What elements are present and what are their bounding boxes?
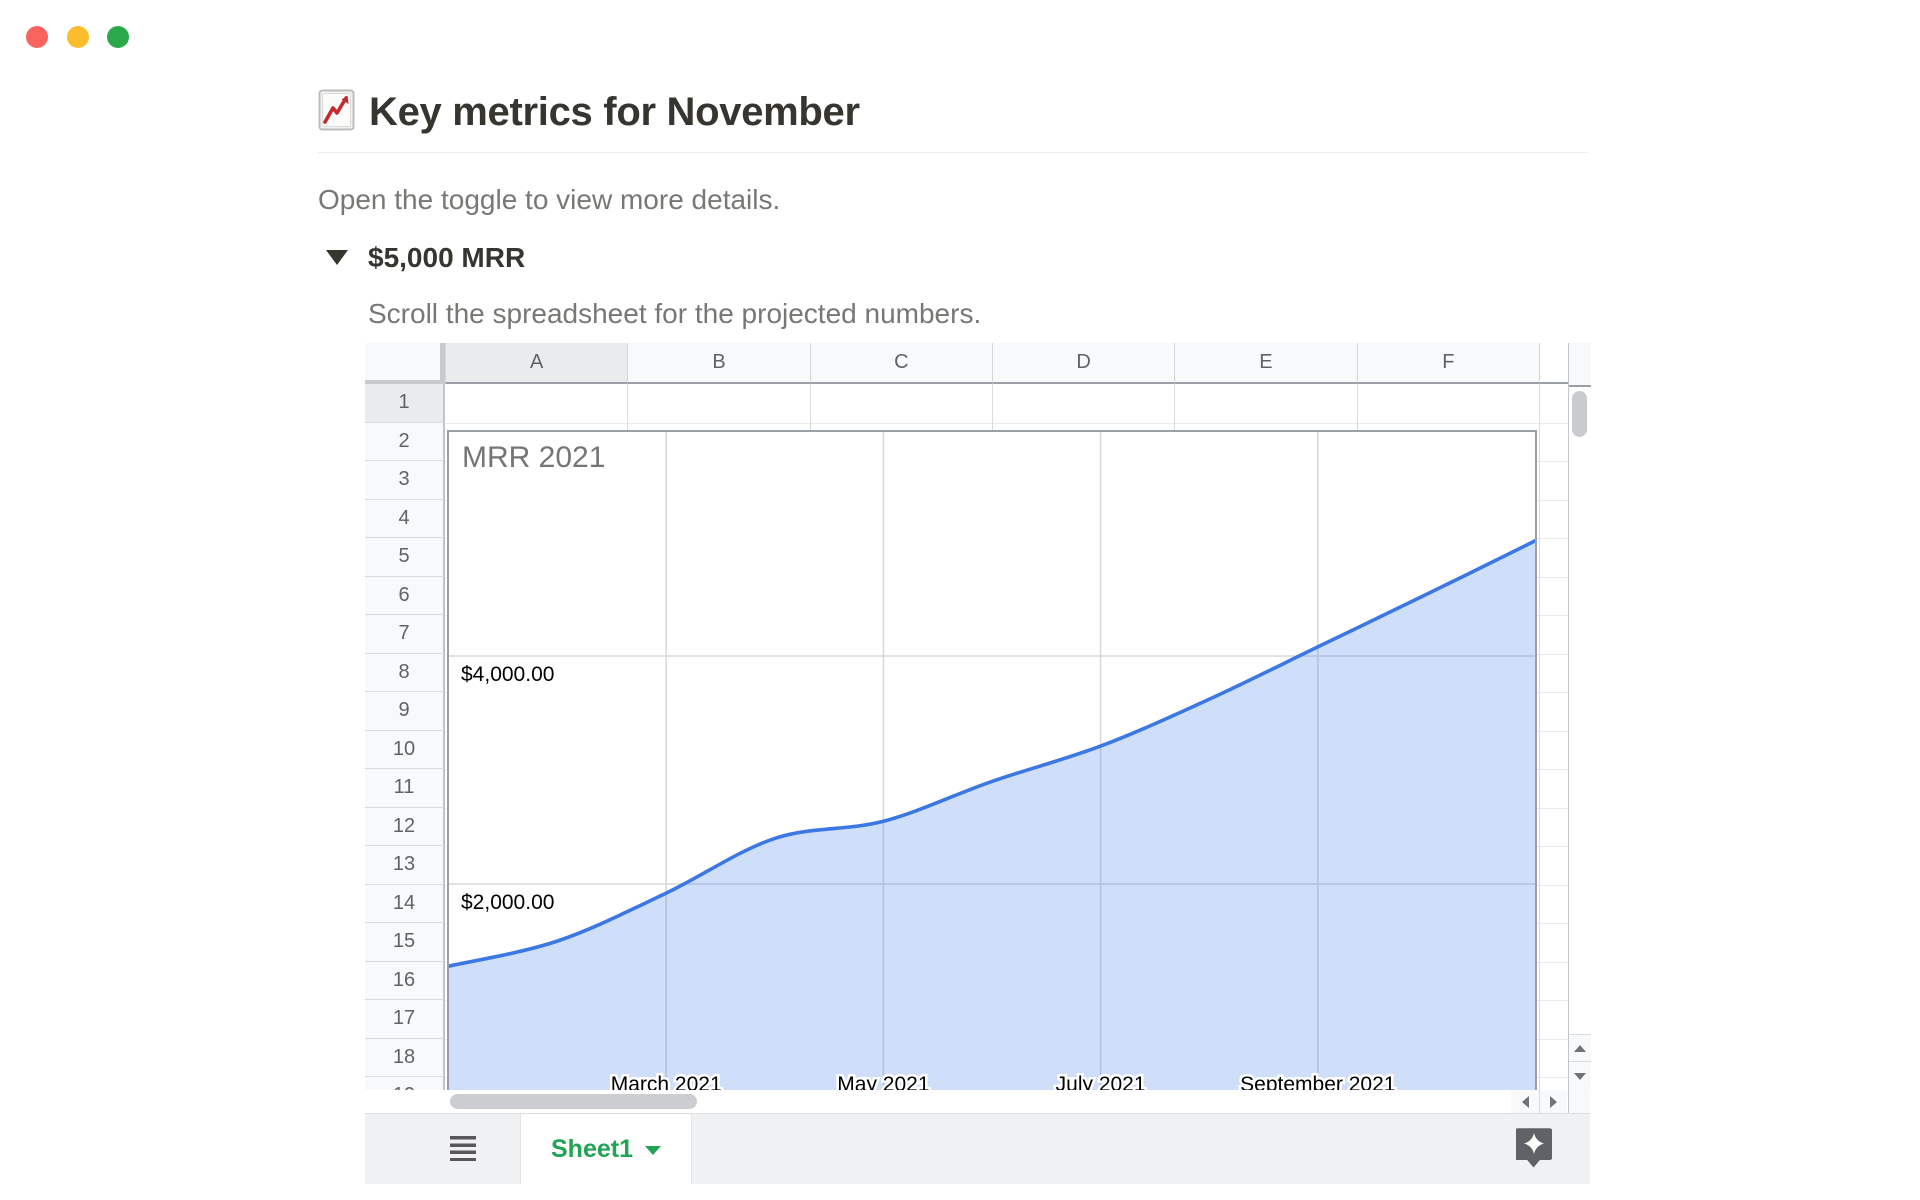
- row-number-19[interactable]: 19: [365, 1077, 445, 1090]
- all-sheets-menu-button[interactable]: [449, 1134, 477, 1162]
- row-number-1[interactable]: 1: [365, 384, 445, 423]
- mrr-chart-object[interactable]: $2,000.00 $4,000.00 March 2021 May 2021 July…: [447, 430, 1537, 1090]
- scroll-right-button[interactable]: [1539, 1090, 1567, 1113]
- title-divider: [318, 152, 1588, 153]
- svg-text:July 2021: July 2021: [1056, 1073, 1146, 1090]
- column-header-partial[interactable]: [1538, 343, 1568, 384]
- row-number-15[interactable]: 15: [365, 923, 445, 962]
- svg-text:$4,000.00: $4,000.00: [461, 663, 554, 686]
- vertical-scrollbar-thumb[interactable]: [1572, 391, 1587, 437]
- arrow-right-icon: [1550, 1095, 1557, 1108]
- row-number-7[interactable]: 7: [365, 615, 445, 654]
- row-number-6[interactable]: 6: [365, 576, 445, 615]
- svg-text:September 2021: September 2021: [1240, 1073, 1395, 1090]
- row-number-4[interactable]: 4: [365, 499, 445, 538]
- row-number-17[interactable]: 17: [365, 1000, 445, 1039]
- intro-text: Open the toggle to view more details.: [318, 184, 781, 215]
- scroll-down-button[interactable]: [1569, 1061, 1591, 1090]
- toggle-label[interactable]: $5,000 MRR: [368, 242, 526, 273]
- toggle-body-text: Scroll the spreadsheet for the projected…: [368, 298, 982, 329]
- sheet-grid[interactable]: 12345678910111213141516171819 $2,000.00$…: [365, 384, 1568, 1090]
- horizontal-scrollbar[interactable]: [365, 1090, 1568, 1113]
- grid-row-line: [445, 422, 1568, 424]
- close-window-button[interactable]: [26, 26, 48, 48]
- sparkle-star-icon: [1514, 1128, 1553, 1168]
- sheet-tab-label: Sheet1: [551, 1134, 633, 1163]
- page-title: Key metrics for November: [369, 89, 860, 134]
- arrow-left-icon: [1521, 1095, 1529, 1108]
- svg-text:May 2021: May 2021: [837, 1073, 929, 1090]
- row-number-11[interactable]: 11: [365, 769, 445, 808]
- select-all-corner[interactable]: [365, 343, 445, 384]
- arrow-up-icon: [1574, 1044, 1586, 1052]
- column-header-B[interactable]: B: [627, 343, 810, 384]
- row-number-12[interactable]: 12: [365, 807, 445, 846]
- chevron-down-icon: [644, 1146, 661, 1155]
- sheet-tab-sheet1[interactable]: Sheet1: [520, 1114, 692, 1184]
- toggle-block: $5,000 MRR: [326, 240, 525, 276]
- vertical-scrollbar[interactable]: [1568, 343, 1591, 1113]
- column-header-C[interactable]: C: [809, 343, 992, 384]
- mrr-area-chart: $2,000.00 $4,000.00 March 2021 May 2021 July…: [449, 432, 1535, 1090]
- arrow-down-icon: [1574, 1072, 1586, 1080]
- row-number-3[interactable]: 3: [365, 461, 445, 500]
- scroll-up-button[interactable]: [1569, 1034, 1591, 1061]
- sheet-bottom-bar: Sheet1: [365, 1113, 1590, 1184]
- column-header-D[interactable]: D: [991, 343, 1175, 384]
- column-header-A[interactable]: A: [445, 343, 628, 384]
- row-number-8[interactable]: 8: [365, 653, 445, 692]
- scroll-left-button[interactable]: [1511, 1090, 1539, 1113]
- column-header-F[interactable]: F: [1356, 343, 1539, 384]
- svg-text:March 2021: March 2021: [611, 1073, 722, 1090]
- horizontal-scrollbar-thumb[interactable]: [450, 1094, 697, 1109]
- chart-title: MRR 2021: [462, 441, 606, 474]
- row-number-16[interactable]: 16: [365, 961, 445, 1000]
- chart-increasing-icon: [318, 89, 355, 136]
- grid-column-line: [1538, 384, 1540, 1090]
- explore-button[interactable]: [1514, 1126, 1553, 1168]
- row-number-9[interactable]: 9: [365, 692, 445, 731]
- row-number-10[interactable]: 10: [365, 730, 445, 769]
- zoom-window-button[interactable]: [107, 26, 129, 48]
- toggle-open-icon[interactable]: [326, 250, 348, 265]
- vertical-scrollbar-cap: [1569, 343, 1591, 387]
- page-title-row: Key metrics for November: [318, 84, 860, 140]
- row-number-2[interactable]: 2: [365, 422, 445, 461]
- row-number-14[interactable]: 14: [365, 884, 445, 923]
- row-number-18[interactable]: 18: [365, 1038, 445, 1077]
- row-number-5[interactable]: 5: [365, 538, 445, 577]
- column-header-E[interactable]: E: [1174, 343, 1357, 384]
- row-number-13[interactable]: 13: [365, 846, 445, 885]
- hamburger-icon: [450, 1135, 476, 1161]
- minimize-window-button[interactable]: [67, 26, 89, 48]
- scrollbar-corner: [1568, 1090, 1590, 1113]
- svg-text:$2,000.00: $2,000.00: [461, 891, 554, 914]
